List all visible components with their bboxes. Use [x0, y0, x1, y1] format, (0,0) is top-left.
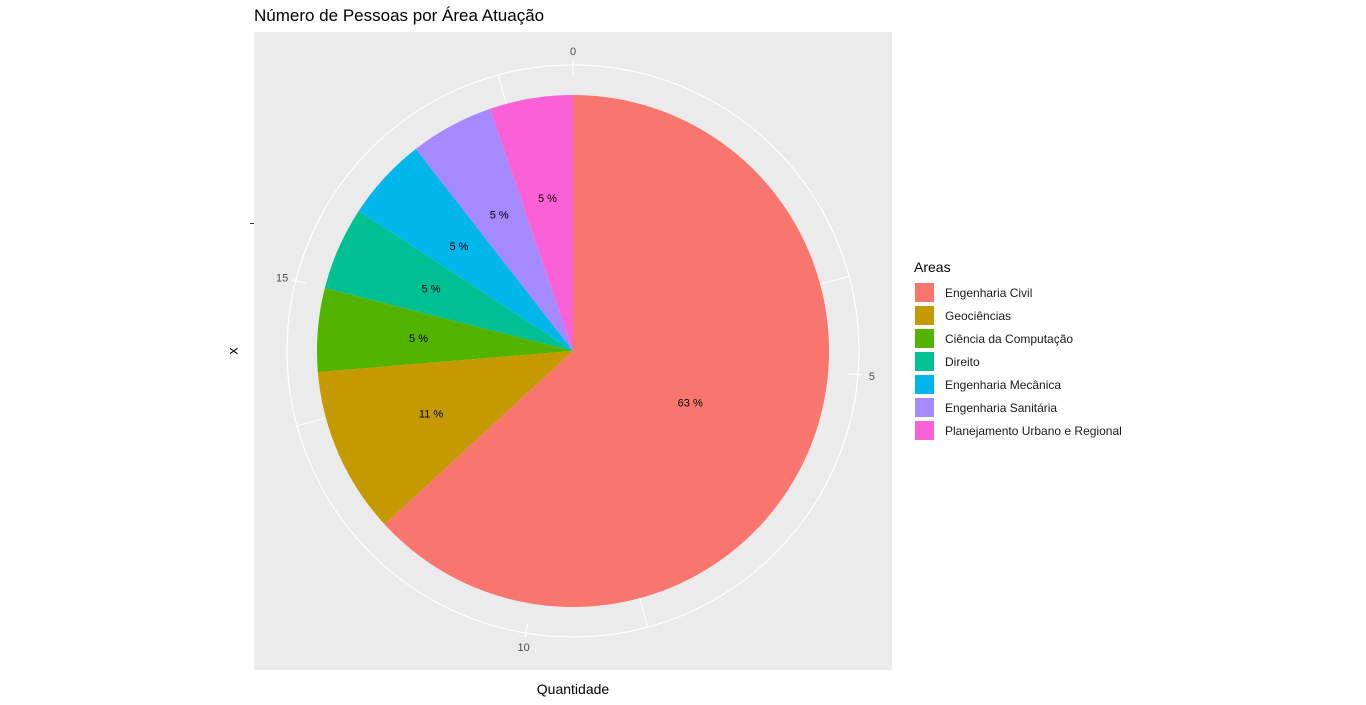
pie-chart: 0 5 10 15 5 % 5 % 5 % 5 % 5 % 11 % 63 %	[276, 46, 875, 654]
legend-item-engenharia-sanitaria: Engenharia Sanitária	[914, 396, 1122, 419]
legend-key	[914, 328, 935, 349]
grid-spoke	[819, 275, 850, 285]
grid-spoke	[296, 417, 327, 427]
slice-label-engenharia-mecanica: 5 %	[449, 241, 468, 253]
slice-label-ciencia-da-computacao: 5 %	[409, 333, 428, 345]
pie-slice-engenharia-civil	[384, 95, 829, 607]
radial-tick-label: 10	[517, 642, 529, 654]
legend-label: Engenharia Civil	[945, 285, 1033, 300]
legend-item-planejamento-urbano-e-regional: Planejamento Urbano e Regional	[914, 419, 1122, 442]
legend-item-geociencias: Geociências	[914, 304, 1122, 327]
radial-tick-label: 0	[570, 46, 576, 58]
plot-panel: 0 5 10 15 5 % 5 % 5 % 5 % 5 % 11 % 63 %	[254, 32, 892, 670]
grid-spoke	[639, 597, 649, 628]
legend-key	[914, 305, 935, 326]
legend-label: Planejamento Urbano e Regional	[945, 423, 1122, 438]
legend-label: Engenharia Sanitária	[945, 400, 1058, 415]
legend-key	[914, 282, 935, 303]
radial-tick-mark	[291, 279, 306, 284]
radial-tick-label: 5	[869, 371, 875, 383]
legend-label: Geociências	[945, 308, 1012, 323]
pie-slice-ciencia-da-computacao	[317, 288, 573, 373]
pie-slice-planejamento-urbano-e-regional	[489, 95, 573, 351]
slice-label-geociencias: 11 %	[419, 408, 443, 420]
legend-item-direito: Direito	[914, 350, 1122, 373]
legend: Areas Engenharia Civil Geociências Ciência…	[914, 259, 1122, 442]
pie-slice-engenharia-mecanica	[358, 148, 573, 351]
y-axis-title: x	[224, 347, 241, 355]
slice-label-direito: 5 %	[422, 284, 441, 296]
grid-spoke	[497, 74, 507, 105]
legend-item-engenharia-mecanica: Engenharia Mecânica	[914, 373, 1122, 396]
legend-label: Direito	[945, 354, 980, 369]
y-axis-tick	[250, 223, 254, 224]
pie-slice-direito	[324, 210, 573, 351]
legend-key	[914, 397, 935, 418]
slice-label-engenharia-civil: 63 %	[678, 397, 703, 409]
legend-item-engenharia-civil: Engenharia Civil	[914, 281, 1122, 304]
legend-key	[914, 420, 935, 441]
radial-tick-mark	[848, 373, 863, 376]
slice-label-engenharia-sanitaria: 5 %	[490, 210, 509, 222]
x-axis-title: Quantidade	[536, 681, 610, 697]
radial-tick-label: 15	[276, 272, 288, 284]
legend-items: Engenharia Civil Geociências Ciência da Co…	[914, 281, 1122, 442]
legend-title: Areas	[914, 259, 951, 275]
legend-key	[914, 351, 935, 372]
slice-label-planejamento-urbano-e-regional: 5 %	[538, 193, 557, 205]
legend-item-ciencia-da-computacao: Ciência da Computação	[914, 327, 1122, 350]
pie-slice-geociencias	[317, 351, 573, 525]
chart-title: Número de Pessoas por Área Atuação	[254, 6, 545, 25]
pie-slice-engenharia-sanitaria	[415, 108, 573, 351]
legend-label: Ciência da Computação	[945, 331, 1074, 346]
legend-label: Engenharia Mecânica	[945, 377, 1062, 392]
legend-key	[914, 374, 935, 395]
radial-tick-mark	[524, 623, 529, 638]
